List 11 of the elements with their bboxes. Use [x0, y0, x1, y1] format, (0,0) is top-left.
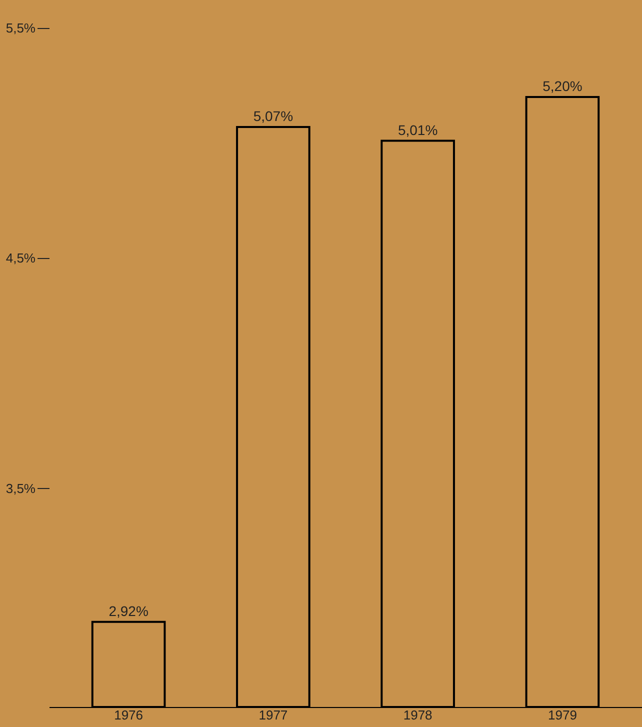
x-tick-label: 1979 — [548, 708, 577, 722]
data-label: 5,01% — [398, 122, 438, 138]
x-tick-label: 1978 — [403, 708, 432, 722]
y-tick-label: 3,5% — [6, 480, 36, 496]
y-tick-label: 4,5% — [6, 250, 36, 266]
data-label: 5,20% — [542, 78, 582, 94]
x-tick-label: 1977 — [258, 708, 288, 722]
data-label: 2,92% — [108, 602, 148, 619]
y-tick-label: 5,5% — [6, 20, 36, 36]
x-tick-label: 1976 — [114, 708, 144, 722]
data-label: 5,07% — [253, 108, 294, 124]
